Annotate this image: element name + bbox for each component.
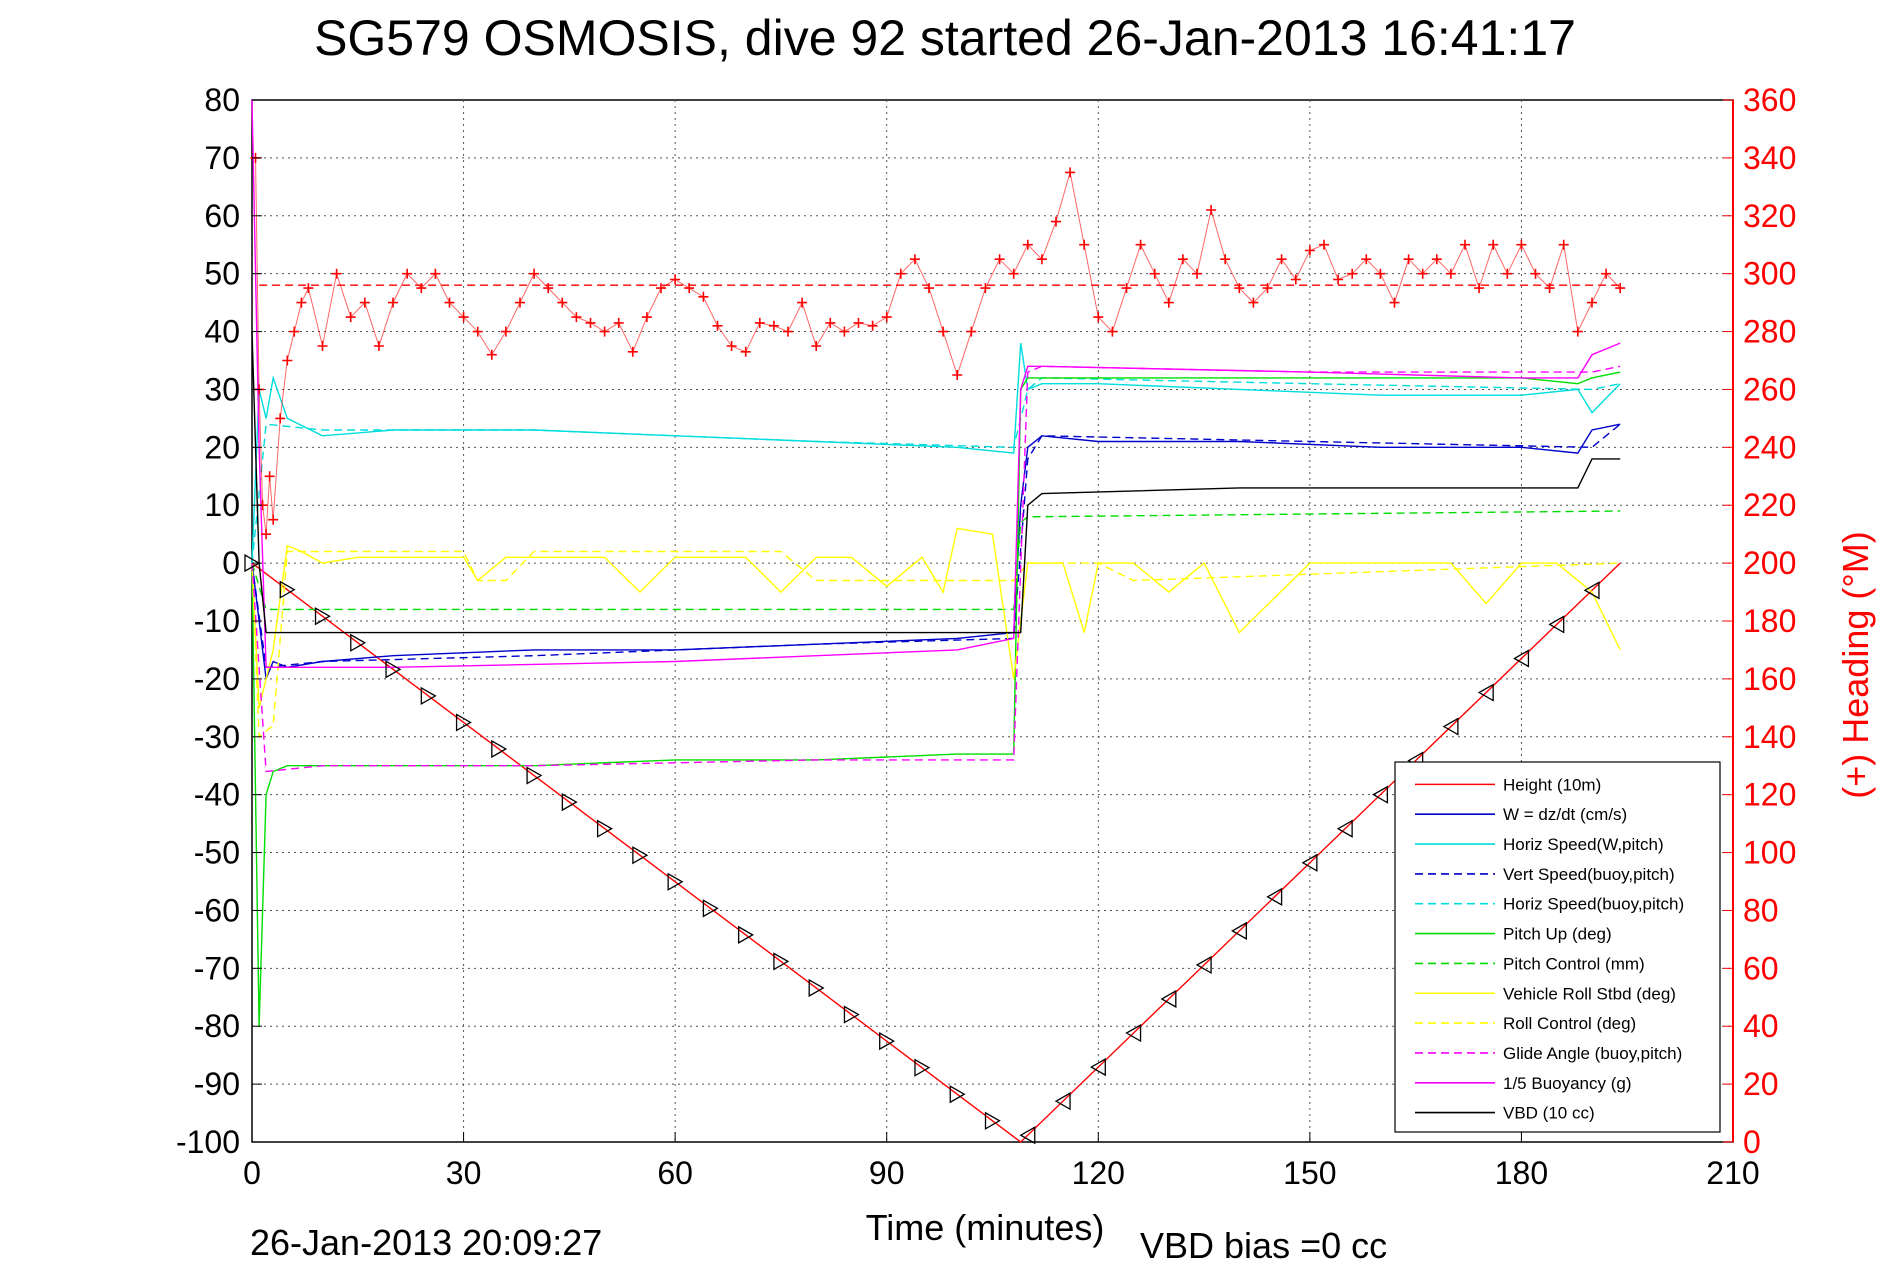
y2-tick-label: 300 <box>1743 256 1796 292</box>
y2-tick-label: 100 <box>1743 835 1796 871</box>
y-tick-label: -50 <box>194 835 240 871</box>
y2-tick-label: 260 <box>1743 371 1796 407</box>
footer-vbd-bias: VBD bias =0 cc <box>1140 1225 1387 1262</box>
y-tick-label: 0 <box>222 545 240 581</box>
y2-tick-label: 240 <box>1743 429 1796 465</box>
y-axis-left: 80 70 60 50 40 30 20 10 0 -10 -20 -30 -40 -50 -60 -70 -8… <box>176 82 262 1160</box>
legend-entry: Glide Angle (buoy,pitch) <box>1503 1044 1682 1063</box>
grid-lines <box>251 99 1734 1143</box>
y-tick-label: 20 <box>204 429 240 465</box>
y2-tick-label: 180 <box>1743 603 1796 639</box>
legend-entry: Vehicle Roll Stbd (deg) <box>1503 984 1676 1003</box>
y2-axis-label: (+) Heading (°M) <box>1835 531 1876 798</box>
legend-entry: Pitch Control (mm) <box>1503 954 1645 973</box>
y-tick-label: 60 <box>204 198 240 234</box>
y-tick-label: -10 <box>194 603 240 639</box>
series-2-line <box>251 342 1621 564</box>
y-tick-label: 50 <box>204 256 240 292</box>
series-3-line <box>251 423 1621 669</box>
depth-triangle-markers <box>244 553 1600 1145</box>
legend-entry: Height (10m) <box>1503 775 1601 794</box>
y2-tick-label: 140 <box>1743 719 1796 755</box>
series-0-line <box>251 562 1621 1143</box>
legend-entry: Horiz Speed(buoy,pitch) <box>1503 895 1684 914</box>
x-axis-label: Time (minutes) <box>866 1207 1105 1248</box>
y-tick-label: -80 <box>194 1008 240 1044</box>
y-tick-label: 30 <box>204 371 240 407</box>
y2-tick-label: 340 <box>1743 140 1796 176</box>
y2-tick-label: 280 <box>1743 314 1796 350</box>
legend-entry: Horiz Speed(W,pitch) <box>1503 835 1664 854</box>
legend-entry: Pitch Up (deg) <box>1503 925 1612 944</box>
y2-tick-label: 200 <box>1743 545 1796 581</box>
y2-tick-label: 360 <box>1743 82 1796 118</box>
y-tick-label: -40 <box>194 777 240 813</box>
y2-tick-label: 80 <box>1743 892 1779 928</box>
legend: Height (10m) W = dz/dt (cm/s) Horiz Speed(… <box>1394 761 1721 1133</box>
y2-tick-label: 20 <box>1743 1066 1779 1102</box>
footer-timestamp: 26-Jan-2013 20:09:27 <box>250 1222 602 1262</box>
y-tick-label: -60 <box>194 892 240 928</box>
y2-tick-label: 40 <box>1743 1008 1779 1044</box>
y-tick-label: -100 <box>176 1124 240 1160</box>
y2-tick-label: 220 <box>1743 487 1796 523</box>
legend-entry: Vert Speed(buoy,pitch) <box>1503 865 1675 884</box>
series-9-line <box>251 365 1621 773</box>
y2-tick-label: 60 <box>1743 950 1779 986</box>
y2-tick-label: 0 <box>1743 1124 1761 1160</box>
x-tick-label: 30 <box>446 1155 482 1191</box>
series-13-markers <box>250 152 1626 540</box>
series-5-line <box>251 371 1621 1027</box>
x-tick-label: 0 <box>243 1155 261 1191</box>
series-11-line <box>251 331 1621 634</box>
series-6-line <box>251 510 1621 611</box>
x-tick-label: 180 <box>1495 1155 1548 1191</box>
chart-title: SG579 OSMOSIS, dive 92 started 26-Jan-20… <box>314 10 1576 66</box>
x-tick-label: 210 <box>1706 1155 1759 1191</box>
y-tick-label: -70 <box>194 950 240 986</box>
series-1-line <box>251 423 1621 682</box>
y-tick-label: -30 <box>194 719 240 755</box>
x-tick-label: 60 <box>657 1155 693 1191</box>
plot-area <box>244 99 1626 1145</box>
x-axis: 0 30 60 90 120 150 180 210 <box>243 1132 1760 1191</box>
series-7-line <box>251 527 1621 708</box>
series-10-line <box>251 99 1621 668</box>
y-axis-right: 3603403203002802602402202001801601401201… <box>1723 82 1796 1160</box>
legend-entry: 1/5 Buoyancy (g) <box>1503 1074 1632 1093</box>
y2-tick-label: 160 <box>1743 661 1796 697</box>
y2-tick-label: 120 <box>1743 777 1796 813</box>
y-tick-label: 40 <box>204 314 240 350</box>
series-4-line <box>251 377 1621 564</box>
x-tick-label: 150 <box>1283 1155 1336 1191</box>
y-tick-label: 80 <box>204 82 240 118</box>
y-tick-label: 70 <box>204 140 240 176</box>
legend-entry: Roll Control (deg) <box>1503 1014 1636 1033</box>
x-tick-label: 90 <box>869 1155 905 1191</box>
y2-tick-label: 320 <box>1743 198 1796 234</box>
y-tick-label: 10 <box>204 487 240 523</box>
y-tick-label: -90 <box>194 1066 240 1102</box>
legend-entry: W = dz/dt (cm/s) <box>1503 805 1627 824</box>
x-tick-label: 120 <box>1072 1155 1125 1191</box>
series-13-line <box>255 157 1621 535</box>
legend-entry: VBD (10 cc) <box>1503 1104 1595 1123</box>
legend-box <box>1394 761 1721 1133</box>
y-tick-label: -20 <box>194 661 240 697</box>
